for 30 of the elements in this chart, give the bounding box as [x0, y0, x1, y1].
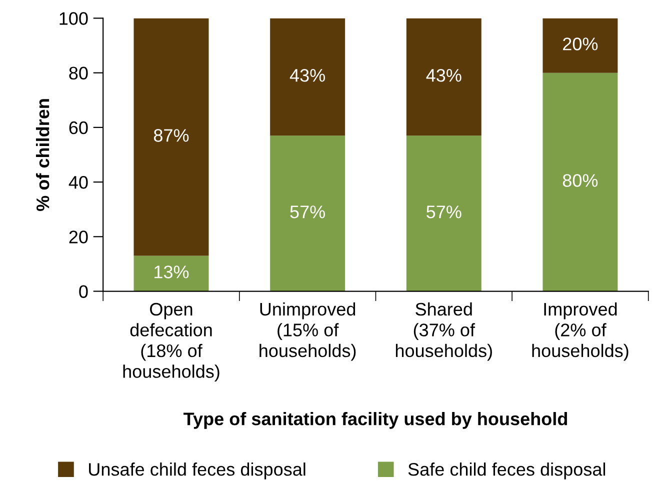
y-axis-title: % of children — [36, 99, 50, 211]
bar — [270, 18, 346, 136]
x-tick-label: Shared (37% of households) — [396, 302, 492, 361]
y-tick-label: 20 — [69, 230, 88, 244]
data-label: 87% — [154, 129, 189, 142]
data-label: 57% — [290, 206, 325, 218]
data-label: 43% — [426, 68, 462, 82]
data-label: 43% — [290, 68, 325, 82]
bar — [270, 136, 346, 292]
y-tick-label: 80 — [69, 66, 88, 80]
data-label: 80% — [562, 174, 598, 187]
x-axis-title: Type of sanitation facility used by household — [183, 412, 568, 429]
y-tick-label: 60 — [69, 121, 88, 134]
y-tick-label: 100 — [60, 12, 88, 25]
bar — [134, 256, 209, 292]
data-label: 57% — [426, 206, 462, 218]
bar — [406, 136, 482, 292]
data-label: 13% — [154, 266, 189, 278]
legend-label: Unsafe child feces disposal — [89, 462, 306, 480]
legend-label: Safe child feces disposal — [408, 462, 606, 480]
x-tick-label: Open defecation (18% of households) — [123, 302, 220, 382]
data-label: 20% — [563, 38, 598, 50]
bar — [542, 18, 618, 73]
bar — [542, 72, 618, 292]
y-tick-label: 40 — [68, 176, 88, 189]
bar — [406, 18, 482, 136]
x-tick-label: Improved (2% of households) — [532, 302, 628, 361]
x-tick-label: Unimproved (15% of households) — [260, 302, 356, 361]
y-tick-label: 0 — [79, 285, 88, 298]
bar — [134, 18, 209, 256]
